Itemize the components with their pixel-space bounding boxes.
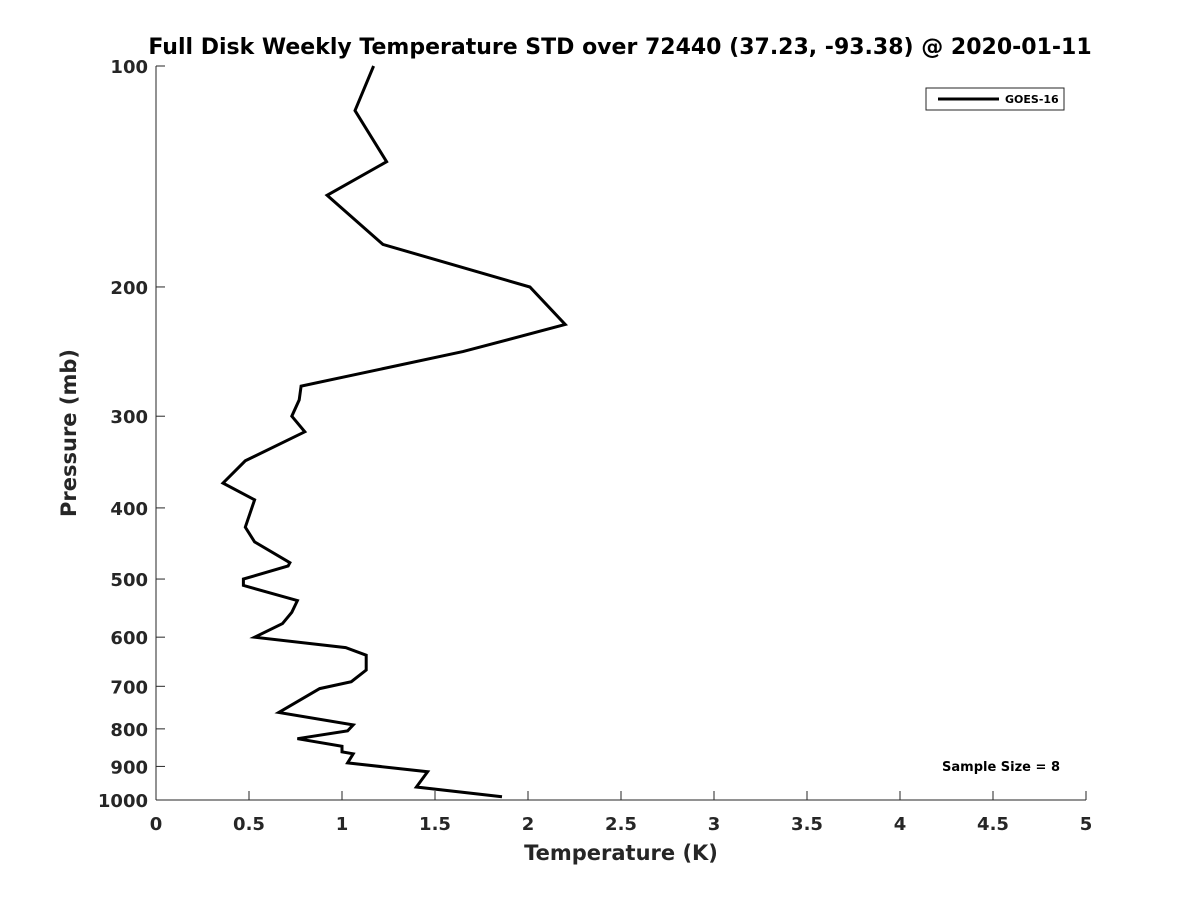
series-line-goes-16 (220, 65, 569, 799)
y-tick-label: 300 (110, 407, 148, 428)
y-axis-label: Pressure (mb) (57, 349, 81, 517)
y-ticks: 100 200 300 400 500 600 700 800 900 1000 (98, 57, 165, 812)
x-tick-label: 0 (150, 814, 163, 835)
y-tick-label: 800 (110, 720, 148, 741)
sample-size-annotation: Sample Size = 8 (942, 760, 1060, 775)
x-tick-label: 3 (708, 814, 721, 835)
x-axis-label: Temperature (K) (524, 841, 718, 865)
chart-title: Full Disk Weekly Temperature STD over 72… (148, 35, 1091, 60)
legend-label-goes-16: GOES-16 (1005, 93, 1059, 106)
x-tick-label: 4 (894, 814, 907, 835)
legend: GOES-16 (925, 87, 1065, 111)
x-tick-label: 3.5 (791, 814, 823, 835)
x-tick-label: 4.5 (977, 814, 1009, 835)
x-tick-label: 5 (1080, 814, 1093, 835)
series-layer (220, 65, 569, 799)
y-tick-label: 700 (110, 677, 148, 698)
x-tick-label: 1 (336, 814, 349, 835)
y-tick-label: 500 (110, 570, 148, 591)
y-tick-label: 600 (110, 628, 148, 649)
x-ticks: 0 0.5 1 1.5 2 2.5 3 3.5 4 4.5 5 (150, 791, 1093, 835)
x-tick-label: 2 (522, 814, 535, 835)
y-tick-label: 1000 (98, 791, 148, 812)
y-tick-label: 100 (110, 57, 148, 78)
x-tick-label: 0.5 (233, 814, 265, 835)
y-tick-label: 900 (110, 757, 148, 778)
y-tick-label: 200 (110, 278, 148, 299)
x-tick-label: 1.5 (419, 814, 451, 835)
x-tick-label: 2.5 (605, 814, 637, 835)
y-tick-label: 400 (110, 499, 148, 520)
